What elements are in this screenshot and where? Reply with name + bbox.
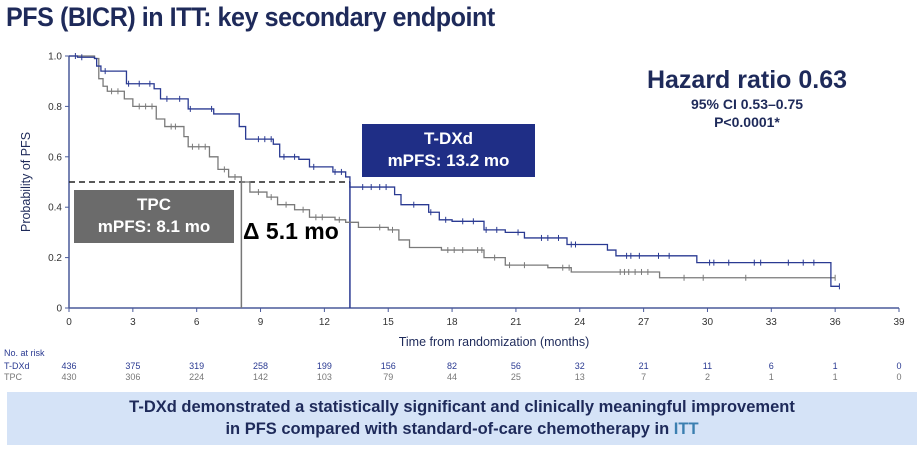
at-risk-cell: 11: [702, 361, 713, 371]
x-tick-label: 39: [893, 317, 905, 328]
x-tick-label: 0: [66, 317, 72, 328]
at-risk-cell: 44: [447, 372, 458, 382]
hazard-ratio-block: Hazard ratio 0.63 95% CI 0.53–0.75 P<0.0…: [617, 66, 877, 131]
tdxd-box-label: T-DXd: [423, 129, 474, 148]
page-title: PFS (BICR) in ITT: key secondary endpoin…: [6, 2, 495, 32]
banner-line-2: in PFS compared with standard-of-care ch…: [7, 418, 917, 440]
at-risk-cell: 430: [61, 372, 77, 382]
at-risk-cell: 25: [510, 372, 521, 382]
confidence-interval: 95% CI 0.53–0.75: [690, 96, 804, 112]
hazard-ratio: Hazard ratio 0.63: [646, 66, 848, 94]
at-risk-cell: 0: [896, 372, 902, 382]
at-risk-cell: 6: [768, 361, 774, 371]
at-risk-cell: 258: [253, 361, 269, 371]
at-risk-cell: 56: [510, 361, 521, 371]
conclusion-banner: T-DXd demonstrated a statistically signi…: [7, 392, 917, 445]
tdxd-median-box: T-DXd mPFS: 13.2 mo: [362, 124, 535, 177]
x-tick-label: 30: [702, 317, 714, 328]
at-risk-cell: 436: [61, 361, 77, 371]
at-risk-cell: 2: [704, 372, 710, 382]
y-tick-label: 0.2: [48, 253, 62, 264]
at-risk-label: No. at risk: [4, 348, 45, 358]
at-risk-cell: 156: [380, 361, 396, 371]
y-tick-label: 0.6: [48, 152, 62, 163]
x-tick-label: 9: [258, 317, 264, 328]
at-risk-cell: 82: [447, 361, 458, 371]
at-risk-cell: 319: [189, 361, 205, 371]
y-tick-label: 0.4: [48, 203, 62, 214]
at-risk-row-name-tdxd: T-DXd: [4, 361, 30, 371]
tpc-median-box: TPC mPFS: 8.1 mo: [74, 190, 234, 243]
tpc-box-median: mPFS: 8.1 mo: [97, 217, 211, 236]
y-tick-label: 0: [56, 304, 62, 315]
median-difference: Δ 5.1 mo: [243, 218, 339, 244]
y-tick-label: 0.8: [48, 102, 62, 113]
x-tick-label: 12: [319, 317, 331, 328]
tpc-box-label: TPC: [137, 195, 171, 214]
y-axis-label: Probability of PFS: [19, 132, 33, 232]
at-risk-row-name-tpc: TPC: [4, 372, 22, 382]
x-tick-label: 3: [130, 317, 136, 328]
x-tick-label: 6: [194, 317, 200, 328]
at-risk-cell: 7: [641, 372, 647, 382]
at-risk-cell: 1: [832, 361, 838, 371]
at-risk-cell: 1: [768, 372, 774, 382]
tdxd-box-median: mPFS: 13.2 mo: [387, 151, 510, 170]
at-risk-cell: 0: [896, 361, 902, 371]
banner-itt-highlight: ITT: [673, 420, 699, 438]
y-tick-label: 1.0: [48, 52, 62, 63]
t-dxd-curve: [69, 55, 840, 287]
at-risk-cell: 79: [383, 372, 394, 382]
at-risk-cell: 103: [316, 372, 332, 382]
at-risk-cell: 1: [832, 372, 838, 382]
x-tick-label: 33: [766, 317, 778, 328]
at-risk-cell: 21: [638, 361, 649, 371]
x-tick-label: 15: [383, 317, 395, 328]
x-tick-label: 21: [510, 317, 522, 328]
banner-line-2-text: in PFS compared with standard-of-care ch…: [225, 420, 674, 438]
at-risk-cell: 142: [253, 372, 269, 382]
at-risk-cell: 306: [125, 372, 141, 382]
x-tick-label: 36: [830, 317, 842, 328]
at-risk-cell: 375: [125, 361, 141, 371]
at-risk-cell: 32: [574, 361, 585, 371]
at-risk-cell: 224: [189, 372, 205, 382]
p-value: P<0.0001*: [714, 114, 780, 130]
at-risk-cell: 13: [574, 372, 585, 382]
at-risk-cell: 199: [316, 361, 332, 371]
x-tick-label: 27: [638, 317, 650, 328]
x-axis-label: Time from randomization (months): [399, 335, 590, 349]
x-tick-label: 18: [447, 317, 459, 328]
x-tick-label: 24: [574, 317, 586, 328]
banner-line-1: T-DXd demonstrated a statistically signi…: [129, 398, 795, 416]
